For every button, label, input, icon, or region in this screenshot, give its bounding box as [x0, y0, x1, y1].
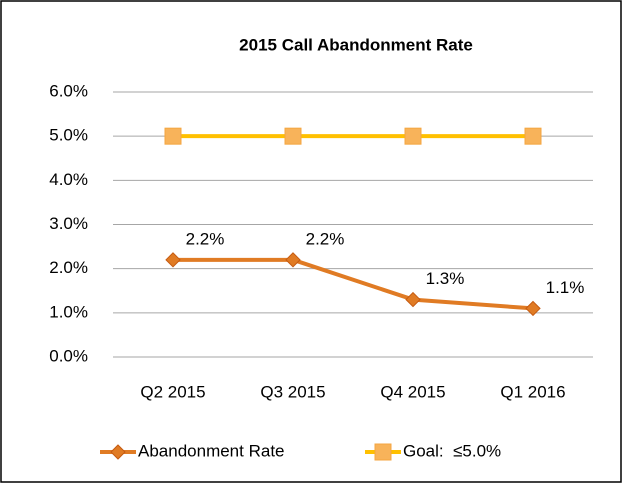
x-tick-label: Q3 2015 — [260, 382, 325, 401]
x-tick-label: Q4 2015 — [380, 382, 445, 401]
series-line — [173, 257, 534, 311]
data-label: 1.1% — [546, 278, 585, 297]
data-point — [404, 127, 422, 145]
y-tick-label: 2.0% — [49, 258, 88, 277]
y-tick-label: 3.0% — [49, 214, 88, 233]
y-tick-label: 6.0% — [49, 81, 88, 100]
data-point — [165, 252, 181, 268]
data-point — [284, 127, 302, 145]
data-point — [285, 252, 301, 268]
legend-label: Abandonment Rate — [138, 441, 285, 460]
chart-title: 2015 Call Abandonment Rate — [239, 35, 473, 54]
data-label: 2.2% — [306, 229, 345, 248]
y-tick-label: 0.0% — [49, 346, 88, 365]
data-point — [525, 300, 541, 317]
x-tick-label: Q2 2015 — [140, 382, 205, 401]
data-label: 1.3% — [426, 269, 465, 288]
data-point — [405, 291, 421, 308]
y-tick-label: 5.0% — [49, 126, 88, 145]
data-point — [164, 127, 182, 145]
y-tick-label: 4.0% — [49, 170, 88, 189]
x-tick-label: Q1 2016 — [500, 382, 565, 401]
legend-marker — [374, 443, 392, 461]
y-tick-label: 1.0% — [49, 302, 88, 321]
data-point — [524, 127, 542, 145]
legend-marker — [110, 444, 126, 460]
legend-label: Goal: ≤5.0% — [403, 441, 501, 460]
data-label: 2.2% — [186, 229, 225, 248]
